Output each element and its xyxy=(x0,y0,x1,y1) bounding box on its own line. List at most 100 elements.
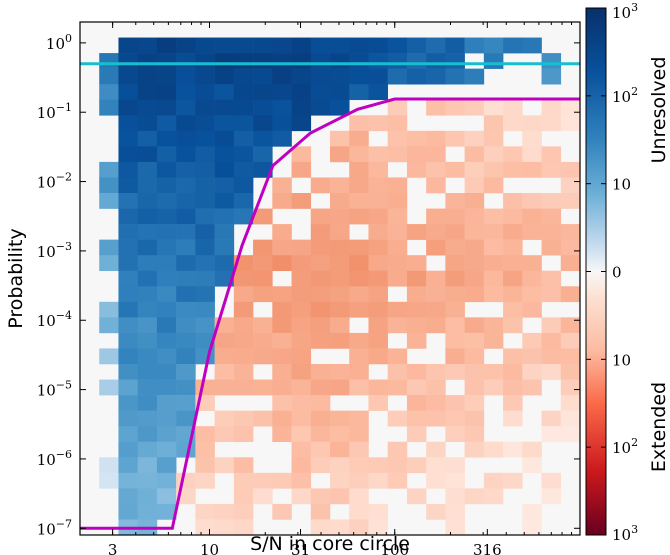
heatmap-cell xyxy=(368,37,388,54)
heatmap-cell xyxy=(137,208,158,225)
heatmap-cell xyxy=(291,332,312,349)
heatmap-cell xyxy=(176,84,196,101)
chart-lines xyxy=(80,62,580,530)
heatmap-cell xyxy=(233,84,254,101)
heatmap-cell xyxy=(445,488,465,505)
heatmap-cell xyxy=(214,177,235,194)
heatmap-cell xyxy=(349,146,369,163)
heatmap-cell xyxy=(445,161,465,178)
colorbar: 103 102 10 0 10 102 103 Unresolved Extended xyxy=(585,1,670,544)
heatmap-cell xyxy=(176,301,196,318)
heatmap-cell xyxy=(426,286,446,303)
heatmap-cell xyxy=(445,37,465,54)
heatmap-cell xyxy=(214,208,235,225)
heatmap-cell xyxy=(541,332,562,349)
heatmap-cell xyxy=(272,503,292,520)
heatmap-cell xyxy=(118,99,138,116)
heatmap-cell xyxy=(560,410,581,427)
heatmap-cell xyxy=(118,208,138,225)
heatmap-cell xyxy=(368,457,388,474)
heatmap-cell xyxy=(176,177,196,194)
heatmap-cell xyxy=(426,239,446,256)
heatmap-cell xyxy=(349,68,369,85)
heatmap-cell xyxy=(137,364,158,380)
heatmap-cell xyxy=(214,364,235,380)
heatmap-cell xyxy=(291,53,312,69)
heatmap-cell xyxy=(233,130,254,147)
heatmap-cell xyxy=(330,472,350,489)
heatmap-cell xyxy=(176,255,196,272)
heatmap-cell xyxy=(291,68,312,85)
heatmap-cell xyxy=(349,286,369,303)
heatmap-cell xyxy=(99,472,119,489)
heatmap-cell xyxy=(406,146,427,163)
heatmap-cell xyxy=(406,317,427,334)
heatmap-cell xyxy=(368,146,388,163)
y-axis-title: Probability xyxy=(5,228,27,328)
heatmap-cell xyxy=(464,332,485,349)
heatmap-cell xyxy=(426,53,446,69)
heatmap-cell xyxy=(118,364,138,380)
heatmap-cell xyxy=(503,193,523,209)
heatmap-cell xyxy=(330,286,350,303)
heatmap-cell xyxy=(330,410,350,427)
heatmap-cell xyxy=(387,193,408,209)
heatmap-cell xyxy=(99,99,119,116)
heatmap-cell xyxy=(176,410,196,427)
heatmap-cell xyxy=(503,395,523,411)
heatmap-cell xyxy=(233,270,254,287)
heatmap-cell xyxy=(426,270,446,287)
heatmap-cell xyxy=(330,441,350,458)
heatmap-cell xyxy=(560,99,581,116)
heatmap-cell xyxy=(214,457,235,474)
heatmap-cell xyxy=(233,99,254,116)
heatmap-cell xyxy=(330,177,350,194)
heatmap-cell xyxy=(426,457,446,474)
heatmap-cell xyxy=(291,301,312,318)
heatmap-cell xyxy=(291,37,312,54)
heatmap-cell xyxy=(310,457,331,474)
heatmap-cell xyxy=(214,68,235,85)
heatmap-cell xyxy=(156,146,177,163)
heatmap-cell xyxy=(330,301,350,318)
heatmap-cell xyxy=(541,99,562,116)
heatmap-cell xyxy=(349,457,369,474)
heatmap-cell xyxy=(387,317,408,334)
heatmap-cell xyxy=(368,68,388,85)
heatmap-cell xyxy=(253,84,273,101)
heatmap-cell xyxy=(522,208,542,225)
heatmap-cell xyxy=(368,255,388,272)
heatmap-cell xyxy=(118,84,138,101)
heatmap-cell xyxy=(426,130,446,147)
heatmap-cell xyxy=(406,410,427,427)
heatmap-cell xyxy=(272,426,292,443)
heatmap-cell xyxy=(560,224,581,240)
heatmap-cell xyxy=(214,224,235,240)
heatmap-cell xyxy=(291,146,312,163)
heatmap-cell xyxy=(137,161,158,178)
heatmap-cell xyxy=(272,115,292,132)
heatmap-cell xyxy=(118,255,138,272)
heatmap-cell xyxy=(483,286,504,303)
heatmap-cell xyxy=(445,410,465,427)
heatmap-cell xyxy=(464,379,485,396)
heatmap-cell xyxy=(272,84,292,101)
heatmap-cell xyxy=(118,224,138,240)
heatmap-cell xyxy=(483,37,504,54)
heatmap-cell xyxy=(522,503,542,520)
heatmap-cell xyxy=(214,255,235,272)
heatmap-cell xyxy=(272,364,292,380)
heatmap-cell xyxy=(483,161,504,178)
heatmap-cell xyxy=(522,457,542,474)
heatmap-cell xyxy=(176,364,196,380)
heatmap-cell xyxy=(156,332,177,349)
heatmap-cell xyxy=(291,286,312,303)
heatmap-cell xyxy=(406,53,427,69)
heatmap-cell xyxy=(99,161,119,178)
heatmap-cell xyxy=(464,488,485,505)
heatmap-cell xyxy=(464,286,485,303)
heatmap-cell xyxy=(253,410,273,427)
heatmap-cell xyxy=(349,37,369,54)
heatmap-cell xyxy=(330,53,350,69)
heatmap-cell xyxy=(156,239,177,256)
